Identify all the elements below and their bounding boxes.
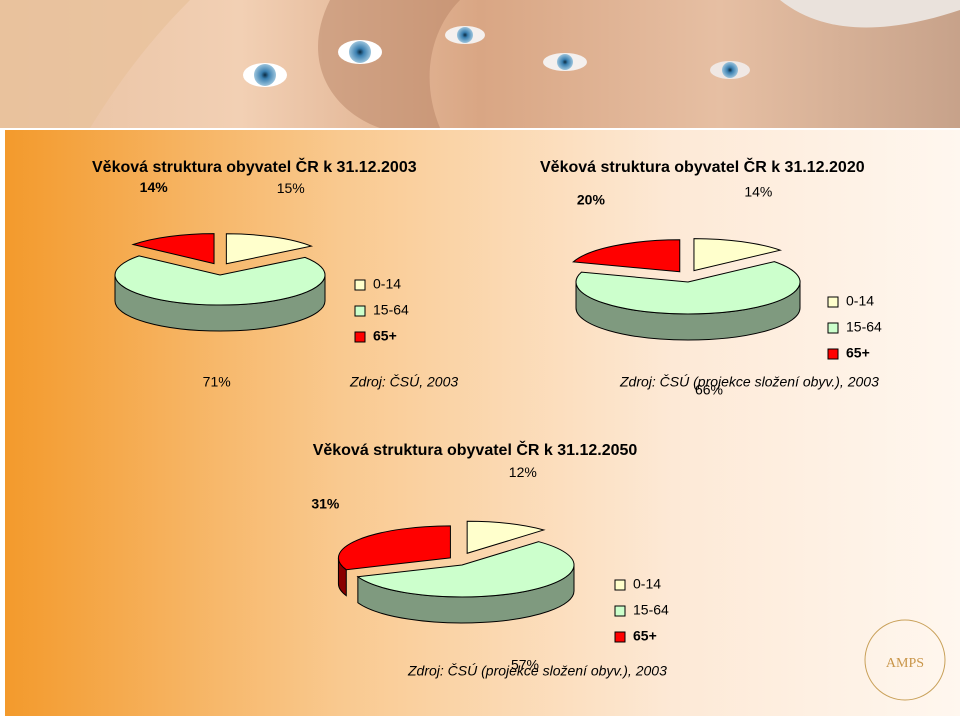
logo: AMPS (864, 619, 946, 701)
legend-label: 15-64 (373, 302, 409, 318)
logo-text: AMPS (886, 656, 924, 671)
legend-swatch (614, 631, 626, 643)
source: Zdroj: ČSÚ (projekce složení obyv.), 200… (619, 374, 879, 390)
value-label: 14% (140, 179, 169, 195)
pie-slice (131, 233, 215, 265)
legend-label: 0-14 (846, 293, 874, 309)
value-label: 15% (277, 180, 305, 196)
legend-label: 0-14 (633, 576, 661, 592)
chart-title: Věková struktura obyvatel ČR k 31.12.202… (540, 157, 865, 176)
legend-swatch (354, 331, 366, 343)
legend-label: 15-64 (633, 602, 669, 618)
pie-slice (466, 520, 546, 554)
legend-label: 65+ (846, 345, 870, 361)
value-label: 31% (311, 496, 340, 512)
value-label: 12% (509, 464, 537, 480)
slide-background (5, 130, 960, 716)
value-label: 14% (744, 183, 772, 199)
value-label: 57% (511, 656, 539, 672)
pie-slice (225, 233, 314, 265)
chart-title: Věková struktura obyvatel ČR k 31.12.200… (92, 157, 417, 176)
legend-label: 65+ (373, 328, 397, 344)
legend-swatch (354, 305, 366, 317)
pie-slice (572, 239, 681, 273)
legend-swatch (827, 348, 839, 360)
value-label: 71% (203, 374, 231, 390)
legend-swatch (354, 279, 366, 291)
pie-tops (337, 520, 575, 598)
pie-tops (572, 238, 801, 315)
source: Zdroj: ČSÚ, 2003 (349, 374, 458, 390)
value-label: 66% (695, 382, 723, 398)
legend-swatch (614, 579, 626, 591)
source: Zdroj: ČSÚ (projekce složení obyv.), 200… (407, 663, 667, 679)
pie-slice (114, 255, 326, 306)
value-label: 20% (577, 192, 606, 208)
legend-swatch (827, 296, 839, 308)
legend-label: 65+ (633, 628, 657, 644)
legend-label: 15-64 (846, 319, 882, 335)
legend-label: 0-14 (373, 276, 401, 292)
pie-slice (337, 525, 451, 571)
pie-tops (114, 233, 326, 306)
photo-banner (0, 0, 960, 128)
legend-swatch (827, 322, 839, 334)
pie-slice (575, 261, 801, 315)
pie-slice (693, 238, 783, 272)
pie-slice (356, 541, 575, 598)
chart-title: Věková struktura obyvatel ČR k 31.12.205… (313, 440, 638, 459)
legend-swatch (614, 605, 626, 617)
